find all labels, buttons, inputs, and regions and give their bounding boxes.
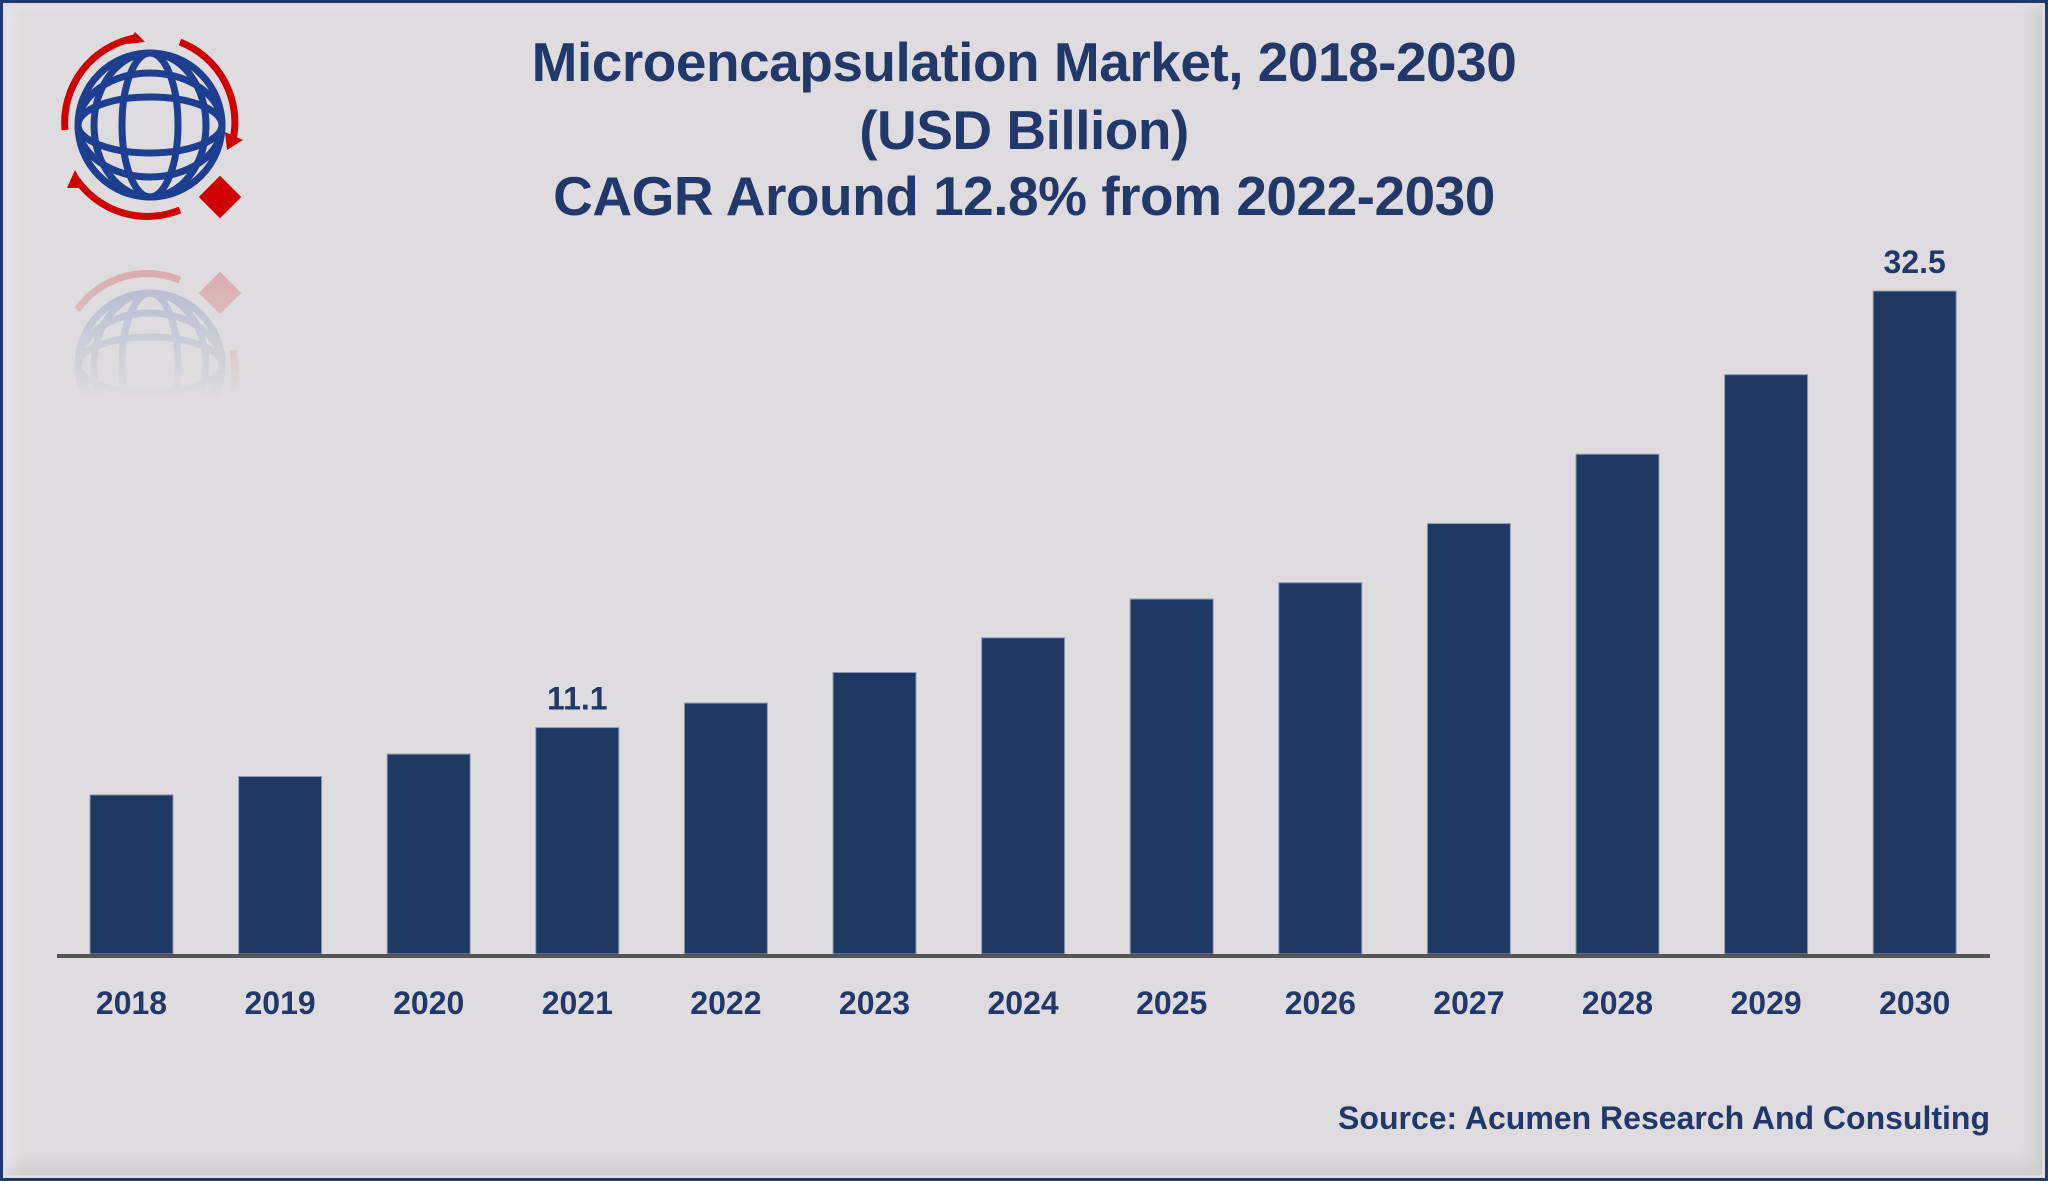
bar-2027 <box>1426 523 1511 955</box>
x-tick-label-2023: 2023 <box>839 985 910 1021</box>
chart-subtitle-cagr: CAGR Around 12.8% from 2022-2030 <box>553 165 1495 227</box>
bar-2029 <box>1724 374 1809 955</box>
x-tick-label-2024: 2024 <box>988 985 1059 1021</box>
x-tick-label-2018: 2018 <box>96 985 167 1021</box>
x-tick-label-2020: 2020 <box>393 985 464 1021</box>
chart-title-line-2: (USD Billion) <box>859 99 1189 161</box>
x-tick-label-2022: 2022 <box>690 985 761 1021</box>
bar-2026 <box>1278 582 1363 955</box>
x-tick-label-2026: 2026 <box>1285 985 1356 1021</box>
data-label-2030: 32.5 <box>1884 244 1946 280</box>
x-tick-label-2025: 2025 <box>1136 985 1207 1021</box>
data-label-2021: 11.1 <box>547 681 608 717</box>
bar-2019 <box>238 776 323 955</box>
x-tick-label-2030: 2030 <box>1879 985 1950 1021</box>
x-tick-label-2028: 2028 <box>1582 985 1653 1021</box>
x-tick-label-2029: 2029 <box>1731 985 1802 1021</box>
chart-title-line-1: Microencapsulation Market, 2018-2030 <box>531 31 1517 93</box>
bar-2023 <box>832 671 917 955</box>
bar-2028 <box>1575 453 1660 955</box>
bar-2024 <box>981 637 1066 955</box>
bar-2030 <box>1872 290 1957 955</box>
bar-2021 <box>535 727 620 955</box>
globe-logo-icon <box>61 32 243 220</box>
globe-logo-reflection-icon <box>74 270 242 400</box>
x-tick-label-2027: 2027 <box>1433 985 1504 1021</box>
x-tick-label-2021: 2021 <box>542 985 613 1021</box>
bar-2018 <box>89 794 174 955</box>
bar-2022 <box>683 702 768 955</box>
bar-2025 <box>1129 598 1214 955</box>
bar-2020 <box>386 753 471 955</box>
source-note: Source: Acumen Research And Consulting <box>1338 1100 1990 1136</box>
x-tick-label-2019: 2019 <box>245 985 316 1021</box>
